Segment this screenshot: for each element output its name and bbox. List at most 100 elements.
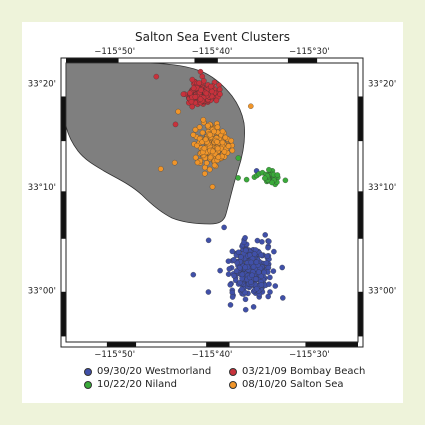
x-tick-label-bottom: −115°30' bbox=[289, 350, 330, 360]
data-point-0 bbox=[235, 249, 242, 255]
data-point-3 bbox=[175, 108, 181, 115]
data-point-3 bbox=[219, 128, 226, 135]
data-point-3 bbox=[215, 154, 222, 161]
data-point-3 bbox=[201, 145, 208, 152]
data-point-0 bbox=[258, 273, 265, 279]
data-point-0 bbox=[270, 268, 277, 274]
data-point-1 bbox=[196, 80, 202, 86]
data-point-3 bbox=[225, 143, 232, 149]
legend-item-westmorland: 09/30/20 Westmorland bbox=[84, 366, 211, 377]
data-point-0 bbox=[233, 268, 240, 274]
data-point-3 bbox=[214, 139, 220, 145]
data-point-2 bbox=[235, 175, 241, 181]
data-point-0 bbox=[250, 263, 257, 270]
data-point-3 bbox=[199, 129, 206, 136]
data-point-3 bbox=[248, 103, 254, 109]
data-point-1 bbox=[189, 76, 196, 83]
data-point-0 bbox=[258, 282, 265, 288]
data-point-0 bbox=[249, 272, 255, 279]
data-point-0 bbox=[266, 238, 272, 245]
data-point-0 bbox=[242, 235, 248, 241]
data-point-0 bbox=[227, 282, 233, 288]
legend-item-bombay-beach: 03/21/09 Bombay Beach bbox=[229, 366, 365, 377]
data-point-0 bbox=[221, 224, 227, 231]
data-point-0 bbox=[258, 252, 264, 258]
data-point-1 bbox=[198, 87, 204, 93]
data-point-3 bbox=[209, 148, 216, 155]
data-point-0 bbox=[239, 271, 246, 278]
data-point-0 bbox=[271, 248, 277, 255]
data-point-3 bbox=[221, 148, 228, 155]
data-point-0 bbox=[205, 237, 212, 244]
data-point-3 bbox=[202, 170, 208, 177]
data-point-0 bbox=[253, 285, 260, 292]
data-point-0 bbox=[205, 289, 212, 295]
data-point-3 bbox=[194, 142, 200, 149]
data-point-3 bbox=[214, 145, 221, 152]
data-point-3 bbox=[194, 159, 201, 166]
data-point-0 bbox=[238, 286, 245, 293]
data-point-0 bbox=[264, 253, 270, 259]
data-point-0 bbox=[265, 244, 271, 251]
data-point-1 bbox=[192, 94, 199, 100]
data-point-1 bbox=[190, 85, 197, 91]
legend-swatch-niland bbox=[84, 380, 92, 389]
data-point-1 bbox=[180, 91, 187, 97]
data-point-1 bbox=[187, 90, 193, 96]
data-point-0 bbox=[253, 276, 259, 282]
data-point-0 bbox=[225, 271, 232, 277]
data-point-0 bbox=[272, 283, 279, 289]
legend-label-niland: 10/22/20 Niland bbox=[97, 379, 177, 390]
data-point-1 bbox=[216, 86, 223, 93]
data-point-3 bbox=[192, 126, 199, 133]
data-point-0 bbox=[227, 302, 234, 308]
data-point-3 bbox=[211, 128, 217, 135]
data-point-0 bbox=[242, 306, 249, 313]
data-point-0 bbox=[279, 264, 285, 271]
y-tick-label-left: 33°10' bbox=[28, 183, 56, 193]
x-tick-label-bottom: −115°40' bbox=[192, 350, 233, 360]
data-point-0 bbox=[267, 289, 273, 295]
data-point-0 bbox=[266, 281, 272, 287]
data-point-3 bbox=[171, 159, 178, 166]
data-point-2 bbox=[262, 175, 268, 181]
data-point-1 bbox=[203, 90, 210, 97]
legend-swatch-salton-sea bbox=[229, 380, 237, 389]
x-tick-label-top: −115°40' bbox=[192, 47, 233, 57]
data-point-2 bbox=[235, 155, 242, 161]
data-point-0 bbox=[250, 304, 257, 310]
data-point-0 bbox=[242, 264, 248, 271]
data-point-1 bbox=[217, 91, 223, 97]
data-point-0 bbox=[248, 259, 254, 266]
x-tick-label-bottom: −115°50' bbox=[94, 350, 135, 360]
data-point-0 bbox=[238, 254, 244, 260]
y-tick-label-right: 33°10' bbox=[368, 183, 396, 193]
data-point-3 bbox=[207, 132, 213, 138]
data-point-3 bbox=[158, 166, 164, 172]
data-point-2 bbox=[266, 166, 272, 173]
data-point-3 bbox=[211, 162, 218, 169]
data-point-3 bbox=[203, 160, 210, 166]
legend-swatch-bombay-beach bbox=[229, 367, 237, 376]
data-point-0 bbox=[262, 232, 268, 238]
data-point-3 bbox=[222, 134, 229, 141]
y-tick-label-right: 33°20' bbox=[368, 80, 396, 90]
data-point-2 bbox=[282, 177, 289, 184]
data-point-1 bbox=[197, 96, 204, 102]
data-point-0 bbox=[225, 258, 232, 264]
data-point-0 bbox=[242, 296, 249, 303]
data-point-0 bbox=[229, 248, 236, 255]
data-point-3 bbox=[202, 136, 209, 143]
data-point-0 bbox=[261, 269, 267, 276]
data-point-1 bbox=[197, 68, 204, 75]
data-point-1 bbox=[201, 78, 207, 84]
data-point-3 bbox=[207, 154, 214, 161]
data-point-3 bbox=[192, 154, 199, 161]
legend-swatch-westmorland bbox=[84, 367, 92, 376]
data-point-1 bbox=[208, 83, 214, 90]
data-point-3 bbox=[190, 132, 197, 138]
x-tick-label-top: −115°50' bbox=[94, 47, 135, 57]
data-point-2 bbox=[274, 172, 281, 178]
y-tick-label-right: 33°00' bbox=[368, 286, 396, 296]
